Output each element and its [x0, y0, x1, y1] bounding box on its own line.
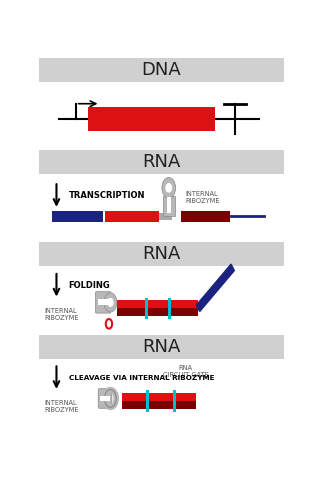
FancyBboxPatch shape: [39, 242, 284, 335]
FancyBboxPatch shape: [39, 335, 284, 359]
FancyBboxPatch shape: [52, 211, 103, 222]
Polygon shape: [197, 264, 234, 312]
Circle shape: [108, 299, 113, 306]
FancyBboxPatch shape: [39, 58, 284, 150]
Text: RNA
CIRCUIT GATE: RNA CIRCUIT GATE: [163, 365, 209, 378]
FancyBboxPatch shape: [98, 389, 112, 408]
FancyBboxPatch shape: [39, 359, 284, 427]
FancyBboxPatch shape: [167, 197, 171, 214]
FancyBboxPatch shape: [122, 401, 196, 409]
FancyBboxPatch shape: [181, 211, 230, 222]
Text: INTERNAL
RIBOZYME: INTERNAL RIBOZYME: [186, 192, 220, 204]
FancyBboxPatch shape: [39, 58, 284, 82]
Circle shape: [104, 293, 117, 312]
Text: CLEAVAGE VIA INTERNAL RIBOZYME: CLEAVAGE VIA INTERNAL RIBOZYME: [69, 374, 214, 381]
FancyBboxPatch shape: [39, 150, 284, 174]
FancyBboxPatch shape: [39, 82, 284, 150]
FancyBboxPatch shape: [39, 266, 284, 335]
FancyBboxPatch shape: [163, 196, 175, 216]
FancyBboxPatch shape: [98, 300, 109, 305]
FancyBboxPatch shape: [159, 213, 172, 220]
FancyBboxPatch shape: [39, 242, 284, 266]
Text: INTERNAL
RIBOZYME: INTERNAL RIBOZYME: [44, 400, 79, 413]
Text: INTERNAL
RIBOZYME: INTERNAL RIBOZYME: [44, 308, 79, 321]
FancyBboxPatch shape: [88, 108, 215, 131]
FancyBboxPatch shape: [95, 292, 111, 313]
Text: FOLDING: FOLDING: [69, 281, 111, 290]
FancyBboxPatch shape: [117, 308, 198, 316]
Text: DNA: DNA: [141, 60, 181, 79]
FancyBboxPatch shape: [122, 393, 196, 401]
Text: RNA: RNA: [142, 153, 180, 171]
FancyBboxPatch shape: [105, 211, 159, 222]
Text: TRANSCRIPTION: TRANSCRIPTION: [69, 191, 145, 200]
Circle shape: [162, 178, 175, 198]
FancyBboxPatch shape: [100, 396, 110, 401]
Circle shape: [166, 184, 171, 192]
Text: RNA: RNA: [142, 338, 180, 356]
FancyBboxPatch shape: [39, 150, 284, 242]
Text: RNA: RNA: [142, 245, 180, 264]
FancyBboxPatch shape: [117, 300, 198, 308]
FancyBboxPatch shape: [39, 174, 284, 242]
FancyBboxPatch shape: [39, 335, 284, 427]
